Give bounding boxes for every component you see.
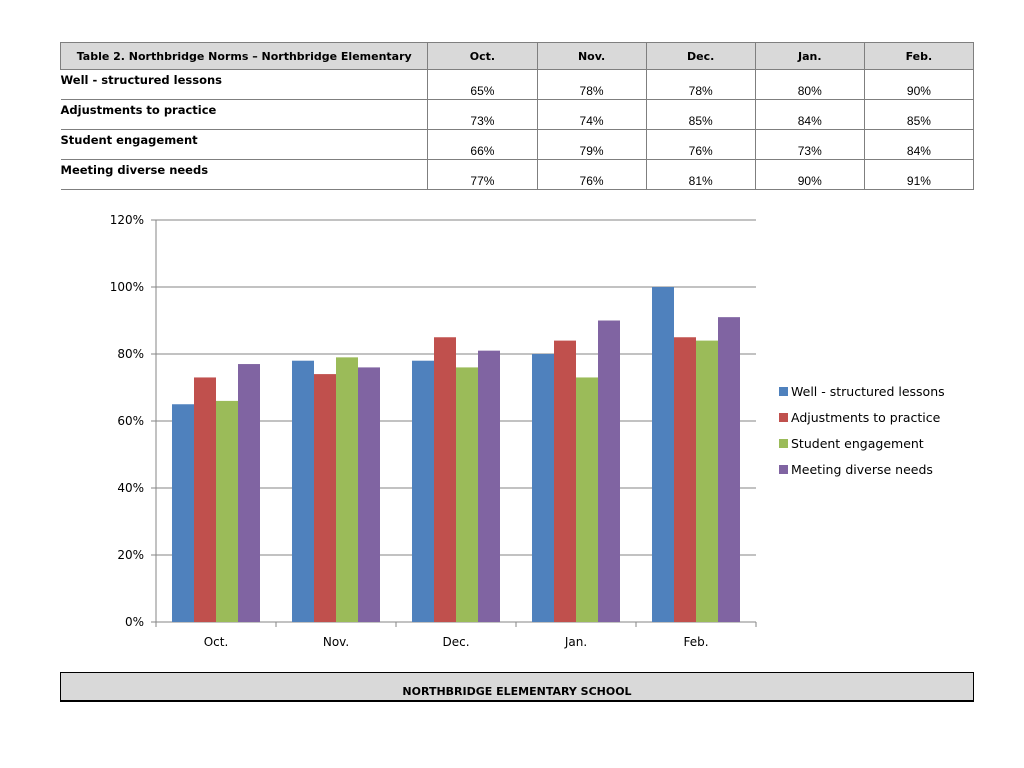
table-title: Table 2. Northbridge Norms – Northbridge… [59,42,429,70]
table-cell: 73% [754,129,865,160]
bar [194,377,216,622]
bar [598,320,620,622]
bar [434,337,456,622]
norms-table: Table 2. Northbridge Norms – Northbridge… [59,42,975,190]
table-cell: 90% [863,69,975,100]
table-cell: 91% [863,159,975,190]
x-tick-label: Oct. [204,635,229,649]
bar [172,404,194,622]
bar [652,287,674,622]
bar [576,377,598,622]
bar [718,317,740,622]
month-header: Feb. [863,42,975,70]
table-row: Well - structured lessons 65% 78% 78% 80… [60,69,975,100]
bar [554,340,576,622]
table-cell: 84% [754,99,865,130]
bar [336,357,358,622]
y-tick-label: 20% [117,548,144,562]
y-tick-label: 120% [110,213,144,227]
legend-label: Meeting diverse needs [791,462,933,477]
x-tick-label: Dec. [442,635,469,649]
x-tick-label: Feb. [683,635,708,649]
legend-label: Student engagement [791,436,924,451]
bar-chart: 0% 20% 40% 60% 80% 100% 120% Oct. Nov. Dec. Jan. Fe… [110,213,945,649]
bar [238,364,260,622]
row-label: Meeting diverse needs [60,159,429,190]
footer-banner: NORTHBRIDGE ELEMENTARY SCHOOL [60,672,974,702]
footer-label: NORTHBRIDGE ELEMENTARY SCHOOL [402,685,632,698]
legend-swatch [779,439,788,448]
row-label: Student engagement [60,129,429,160]
y-tick-label: 40% [117,481,144,495]
bar [358,367,380,622]
table-cell: 85% [863,99,975,130]
bar [456,367,478,622]
month-header: Jan. [754,42,865,70]
table-cell: 76% [536,159,647,190]
bar [696,340,718,622]
x-tick-label: Jan. [564,635,587,649]
table-header-row: Table 2. Northbridge Norms – Northbridge… [59,42,975,70]
y-tick-label: 60% [117,414,144,428]
y-tick-label: 0% [125,615,144,629]
table-row: Meeting diverse needs 77% 76% 81% 90% 91… [60,159,975,190]
legend-label: Adjustments to practice [791,410,941,425]
x-tick-label: Nov. [323,635,349,649]
legend-swatch [779,413,788,422]
legend-label: Well - structured lessons [791,384,945,399]
bar [674,337,696,622]
bar [314,374,336,622]
month-header: Dec. [645,42,756,70]
legend-swatch [779,465,788,474]
row-label: Well - structured lessons [60,69,429,100]
table-cell: 78% [536,69,647,100]
table-cell: 90% [754,159,865,190]
table-row: Adjustments to practice 73% 74% 85% 84% … [60,99,975,130]
bar [292,360,314,622]
bar [532,354,554,622]
y-tick-label: 80% [117,347,144,361]
bar [412,360,434,622]
table-cell: 84% [863,129,975,160]
table-cell: 81% [645,159,756,190]
y-tick-label: 100% [110,280,144,294]
bar [478,350,500,622]
table-cell: 80% [754,69,865,100]
legend-swatch [779,387,788,396]
table-cell: 77% [427,159,538,190]
bar [216,400,238,622]
